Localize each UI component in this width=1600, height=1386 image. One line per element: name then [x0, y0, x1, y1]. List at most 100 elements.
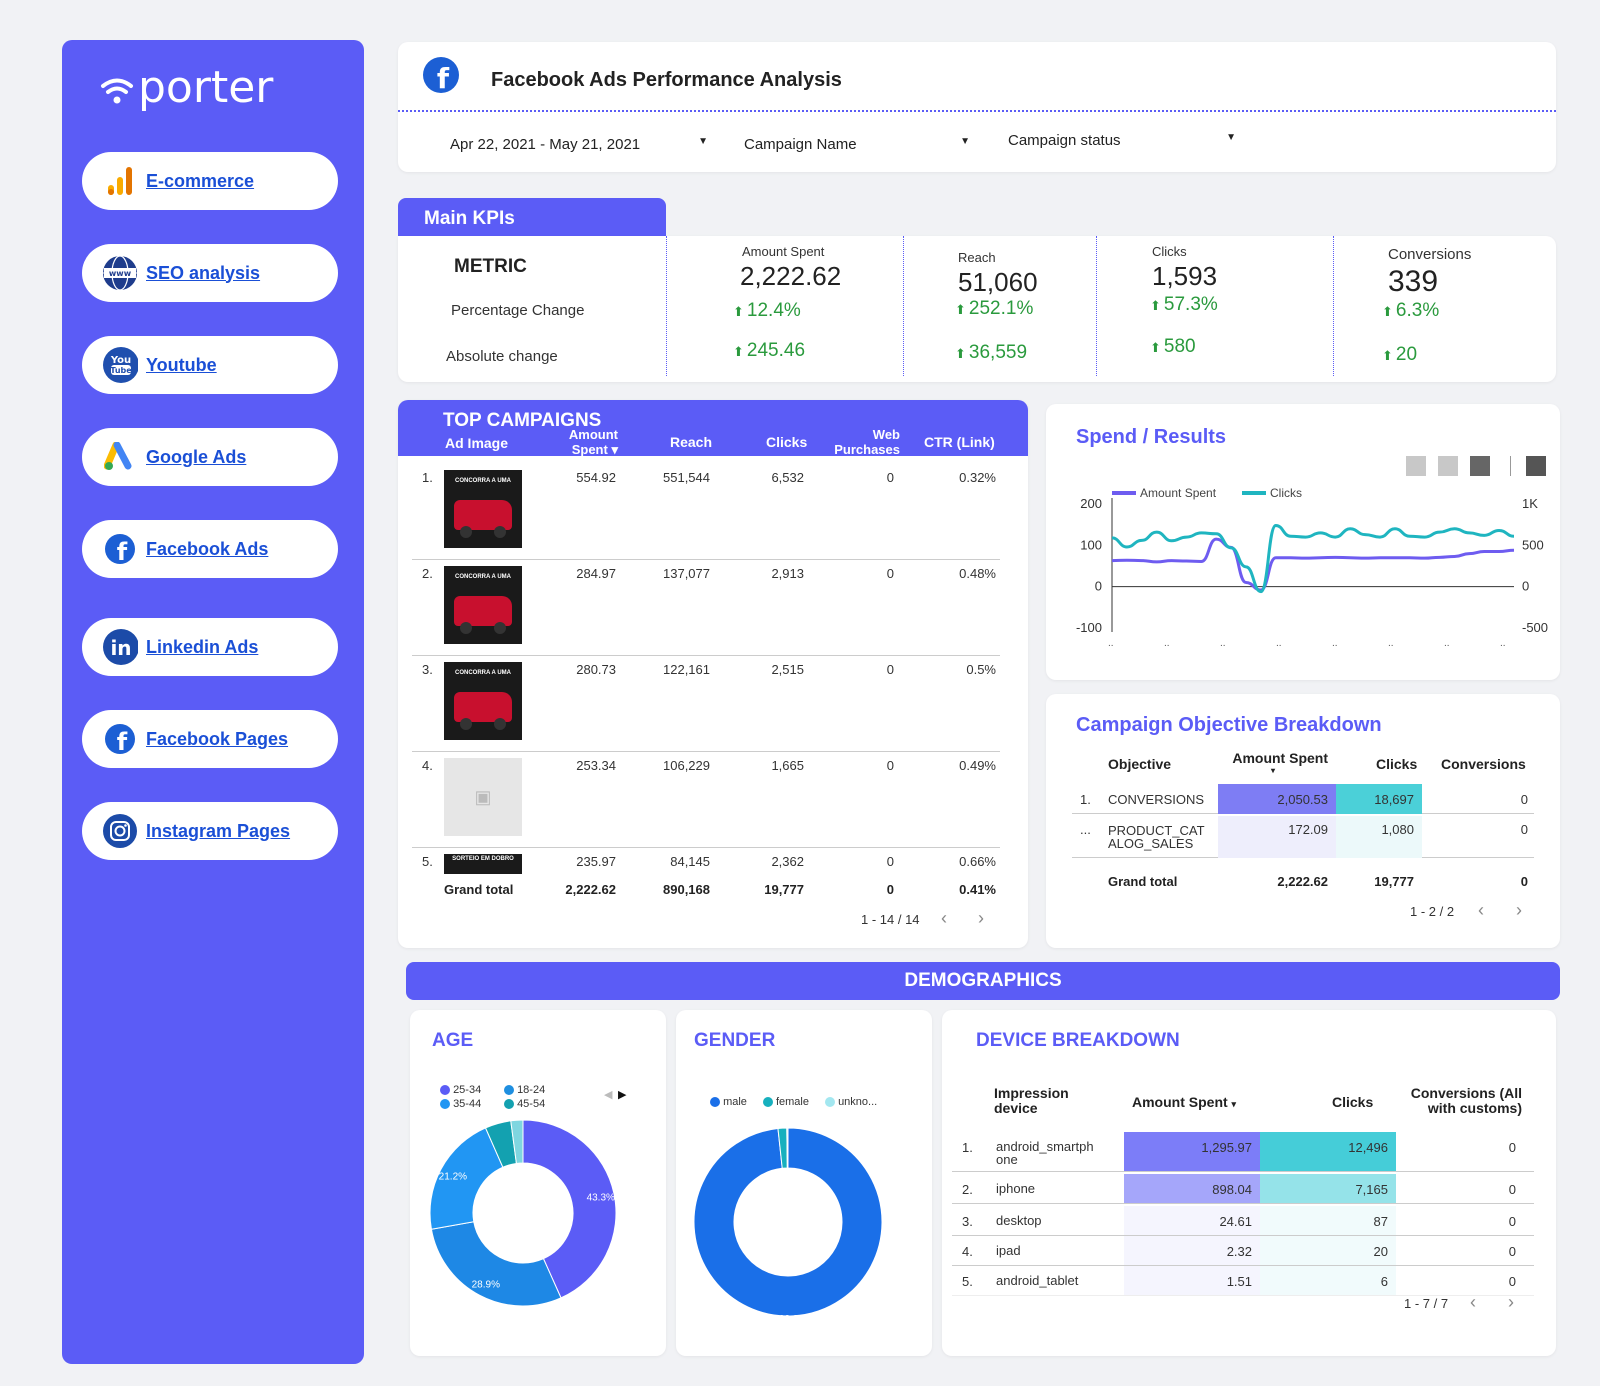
legend-item: male [710, 1096, 747, 1108]
col-clicks[interactable]: Clicks [1376, 756, 1418, 772]
chart-option-icon[interactable] [1526, 456, 1546, 476]
chart-option-icon[interactable] [1438, 456, 1458, 476]
slice-label: 28.9% [472, 1279, 500, 1290]
col-amount-spent[interactable]: Amount Spent ▾ [568, 427, 618, 457]
series-line-1 [1111, 523, 1515, 594]
next-page-icon[interactable]: › [978, 908, 984, 928]
table-row[interactable]: ... PRODUCT_CAT ALOG_SALES 172.09 1,080 … [1072, 816, 1534, 858]
col-ad-image[interactable]: Ad Image [445, 435, 509, 451]
nav-google-ads[interactable]: Google Ads [82, 428, 338, 486]
y-tick-right: 0 [1522, 579, 1529, 594]
campaign-name-filter[interactable]: Campaign Name ▼ [744, 136, 970, 153]
google-ads-icon [102, 439, 138, 475]
kpi-label: Reach [958, 250, 996, 265]
sort-desc-icon: ▾ [1231, 1099, 1237, 1109]
ad-image[interactable]: CONCORRA A UMA [444, 470, 522, 548]
y-tick-left: 200 [1080, 496, 1102, 511]
col-amount-spent[interactable]: Amount Spent ▾ [1218, 750, 1328, 775]
legend-prev-icon[interactable]: ◀ [604, 1089, 613, 1101]
col-ctr[interactable]: CTR (Link) [924, 434, 995, 450]
table-row[interactable]: 3. desktop 24.61 87 0 [952, 1206, 1534, 1236]
instagram-icon [102, 813, 138, 849]
campaign-status-filter[interactable]: Campaign status ▼ [1008, 132, 1236, 149]
nav-facebook-pages[interactable]: f Facebook Pages [82, 710, 338, 768]
up-arrow-icon: ⬆ [955, 302, 966, 317]
x-tick: .. [1500, 638, 1506, 649]
next-page-icon[interactable]: › [1516, 900, 1522, 920]
page-title: Facebook Ads Performance Analysis [491, 69, 842, 91]
ad-image[interactable]: SORTEIO EM DOBRO [444, 854, 522, 874]
legend-item: 25-34 [440, 1084, 504, 1096]
kpi-value: 339 [1388, 265, 1439, 298]
legend-item: unkno... [825, 1096, 877, 1108]
slice-25-34 [522, 1120, 617, 1299]
brand-logo[interactable]: porter [100, 62, 273, 113]
legend-item: 45-54 [504, 1098, 568, 1110]
y-tick-left: 0 [1095, 579, 1102, 594]
table-row[interactable]: 3. CONCORRA A UMA 280.73 122,161 2,515 0 … [412, 656, 1000, 752]
campaign-status-label: Campaign status [1008, 132, 1121, 149]
col-conversions[interactable]: Conversions (All with customs) [1410, 1085, 1522, 1116]
nav-youtube[interactable]: You Tube Youtube [82, 336, 338, 394]
table-row[interactable]: 1. android_smartph one 1,295.97 12,496 0 [952, 1132, 1534, 1172]
table-row[interactable]: 2. CONCORRA A UMA 284.97 137,077 2,913 0 … [412, 560, 1000, 656]
col-objective[interactable]: Objective [1108, 756, 1172, 772]
ad-image-placeholder[interactable]: ▣ [444, 758, 522, 836]
y-tick-left: 100 [1080, 537, 1102, 552]
col-clicks[interactable]: Clicks [766, 434, 808, 450]
table-row[interactable]: 1. CONVERSIONS 2,050.53 18,697 0 [1072, 784, 1534, 814]
up-arrow-icon: ⬆ [733, 344, 744, 359]
wifi-icon [101, 78, 133, 104]
divider [398, 110, 1556, 112]
table-row[interactable]: 4. ipad 2.32 20 0 [952, 1236, 1534, 1266]
pagination-label: 1 - 14 / 14 [861, 912, 920, 927]
col-impression-device[interactable]: Impression device [994, 1085, 1069, 1116]
total-reach: 890,168 [663, 882, 710, 897]
y-tick-right: -500 [1522, 620, 1548, 635]
svg-text:You: You [110, 355, 131, 366]
ad-image[interactable]: CONCORRA A UMA [444, 662, 522, 740]
table-row[interactable]: 1. CONCORRA A UMA 554.92 551,544 6,532 0 … [412, 464, 1000, 560]
dropdown-arrow-icon: ▼ [698, 136, 708, 147]
col-conversions[interactable]: Conversions [1441, 756, 1526, 772]
grand-total-label: Grand total [1108, 874, 1178, 889]
x-tick: .. [1444, 638, 1450, 649]
col-clicks[interactable]: Clicks [1332, 1094, 1374, 1110]
nav-linkedin-ads[interactable]: in Linkedin Ads [82, 618, 338, 676]
table-row[interactable]: 5. android_tablet 1.51 6 0 [952, 1266, 1534, 1296]
y-tick-right: 1K [1522, 496, 1538, 511]
total-spent: 2,222.62 [565, 882, 616, 897]
nav-seo[interactable]: www SEO analysis [82, 244, 338, 302]
col-web-purchases[interactable]: Web Purchases [834, 427, 900, 457]
chart-option-icon[interactable] [1406, 456, 1426, 476]
ad-image[interactable]: CONCORRA A UMA [444, 566, 522, 644]
next-page-icon[interactable]: › [1508, 1292, 1514, 1312]
table-row[interactable]: 4. ▣ 253.34 106,229 1,665 0 0.49% [412, 752, 1000, 848]
table-row[interactable]: 2. iphone 898.04 7,165 0 [952, 1174, 1534, 1204]
age-title: AGE [432, 1030, 474, 1051]
prev-page-icon[interactable]: ‹ [1470, 1292, 1476, 1312]
nav-ecommerce[interactable]: E-commerce [82, 152, 338, 210]
col-amount-spent[interactable]: Amount Spent ▾ [1132, 1094, 1237, 1110]
dropdown-arrow-icon: ▼ [1226, 132, 1236, 143]
age-donut-chart: 43.3% 28.9% 21.2% [430, 1120, 617, 1307]
series-line-0 [1111, 537, 1515, 592]
legend-next-icon[interactable]: ▶ [618, 1089, 627, 1101]
prev-page-icon[interactable]: ‹ [1478, 900, 1484, 920]
prev-page-icon[interactable]: ‹ [941, 908, 947, 928]
kpi-label: Conversions [1388, 246, 1472, 263]
col-reach[interactable]: Reach [670, 434, 713, 450]
nav-instagram-pages[interactable]: Instagram Pages [82, 802, 338, 860]
brand-name: porter [138, 62, 274, 113]
table-row[interactable]: 5. SORTEIO EM DOBRO 235.97 84,145 2,362 0… [412, 848, 1000, 878]
gender-legend: male female unkno... [710, 1096, 877, 1108]
kpi-abs: ⬆ 580 [1150, 336, 1196, 357]
y-tick-left: -100 [1076, 620, 1102, 635]
pagination-label: 1 - 7 / 7 [1404, 1296, 1449, 1311]
date-range-filter[interactable]: Apr 22, 2021 - May 21, 2021 ▼ [450, 136, 708, 153]
linkedin-icon: in [102, 629, 138, 665]
nav-facebook-ads[interactable]: f Facebook Ads [82, 520, 338, 578]
slice-label: 98.3% [779, 1314, 807, 1325]
kpi-label: Amount Spent [742, 244, 825, 259]
chart-option-icon[interactable] [1470, 456, 1490, 476]
